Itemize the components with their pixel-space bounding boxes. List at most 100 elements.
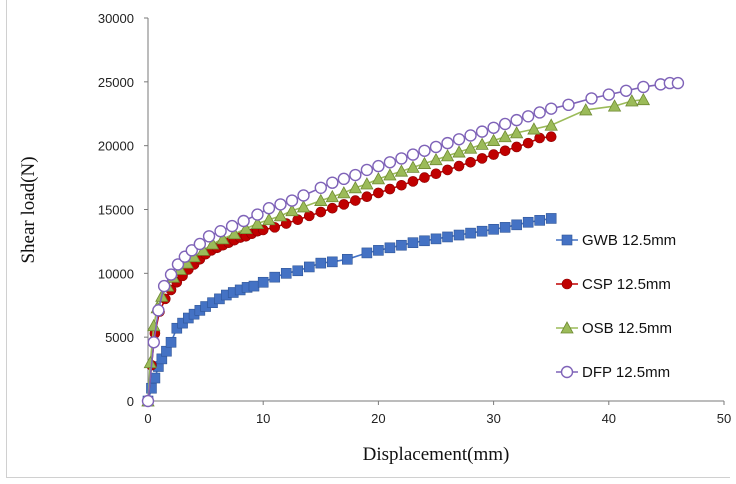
series-gwb xyxy=(142,213,557,407)
legend-label: OSB 12.5mm xyxy=(582,320,672,337)
data-point xyxy=(193,237,207,251)
data-point xyxy=(315,206,327,218)
data-point xyxy=(202,230,216,243)
data-point xyxy=(274,198,287,211)
data-point xyxy=(499,145,511,157)
data-point xyxy=(407,176,419,187)
data-point xyxy=(619,84,633,97)
data-point xyxy=(262,202,276,215)
data-point xyxy=(510,113,523,127)
data-point xyxy=(395,152,408,165)
data-point xyxy=(406,160,420,173)
legend-label: CSP 12.5mm xyxy=(582,276,671,293)
series-layer xyxy=(141,76,685,408)
data-point xyxy=(465,227,476,239)
data-point xyxy=(285,203,299,217)
data-point xyxy=(269,271,281,283)
data-point xyxy=(285,194,299,207)
legend-marker xyxy=(561,234,573,246)
x-tick-label: 50 xyxy=(717,411,731,426)
data-point xyxy=(562,98,575,112)
data-point xyxy=(325,189,339,203)
data-point xyxy=(545,131,557,143)
data-point xyxy=(429,140,443,154)
data-point xyxy=(511,219,522,231)
data-point xyxy=(349,168,362,182)
data-point xyxy=(419,172,430,183)
data-point xyxy=(533,106,546,119)
data-point xyxy=(607,99,622,112)
y-tick-label: 25000 xyxy=(98,75,134,90)
data-point xyxy=(442,164,453,176)
data-point xyxy=(602,88,615,101)
data-point xyxy=(487,121,500,134)
legend-item: CSP 12.5mm xyxy=(556,276,671,293)
data-point xyxy=(486,133,501,146)
data-point xyxy=(637,80,650,94)
data-point xyxy=(476,225,488,237)
data-point xyxy=(417,156,432,169)
data-point xyxy=(384,183,396,195)
legend-marker xyxy=(560,365,574,379)
data-point xyxy=(464,129,477,142)
legend-item: DFP 12.5mm xyxy=(556,364,670,381)
data-point xyxy=(394,164,409,177)
data-point xyxy=(292,265,304,277)
data-point xyxy=(341,253,353,265)
data-point xyxy=(406,148,420,161)
data-point xyxy=(337,186,351,199)
legend-item: OSB 12.5mm xyxy=(556,320,672,337)
data-point xyxy=(534,132,545,144)
x-tick-label: 20 xyxy=(371,411,385,426)
data-point xyxy=(361,191,373,203)
legend-item: GWB 12.5mm xyxy=(556,232,676,249)
data-point xyxy=(671,76,685,90)
data-point xyxy=(239,221,253,235)
y-ticks: 0 5000 10000 15000 20000 25000 30000 xyxy=(98,11,148,409)
data-point xyxy=(521,110,535,123)
data-point xyxy=(147,336,160,349)
series-osb xyxy=(141,92,651,407)
data-point xyxy=(297,189,310,202)
y-axis-title: Shear load(N) xyxy=(18,156,39,263)
data-point xyxy=(292,214,304,226)
legend-label: GWB 12.5mm xyxy=(582,232,676,249)
data-point xyxy=(625,94,639,107)
axes xyxy=(147,18,724,402)
data-point xyxy=(350,195,361,206)
data-point xyxy=(463,141,478,154)
data-point xyxy=(141,394,155,408)
data-point xyxy=(216,232,230,245)
data-point xyxy=(418,144,431,157)
data-point xyxy=(205,237,220,250)
data-point xyxy=(262,212,276,226)
data-point xyxy=(429,152,443,166)
legend-marker xyxy=(560,321,574,334)
data-point xyxy=(534,215,545,226)
data-point xyxy=(361,247,373,259)
data-point xyxy=(372,159,385,173)
data-point xyxy=(440,149,455,162)
data-point xyxy=(157,279,171,293)
data-point xyxy=(636,92,651,106)
data-point xyxy=(164,268,178,281)
data-point xyxy=(488,223,499,235)
data-point xyxy=(585,92,598,105)
data-point xyxy=(499,222,511,233)
data-point xyxy=(407,237,419,248)
data-point xyxy=(338,199,350,210)
data-point xyxy=(476,153,488,164)
data-point xyxy=(430,168,442,180)
data-point xyxy=(257,276,269,288)
data-point xyxy=(296,200,311,213)
data-point xyxy=(152,304,165,317)
data-point xyxy=(303,261,315,273)
data-point xyxy=(373,245,384,256)
data-point xyxy=(360,163,374,177)
x-ticks: 0 10 20 30 40 50 xyxy=(144,401,731,426)
data-point xyxy=(237,214,250,228)
data-point xyxy=(165,336,177,348)
data-point xyxy=(430,233,442,245)
legend: GWB 12.5mm CSP 12.5mm OSB 12.5mm DFP 12.5mm xyxy=(556,232,676,381)
